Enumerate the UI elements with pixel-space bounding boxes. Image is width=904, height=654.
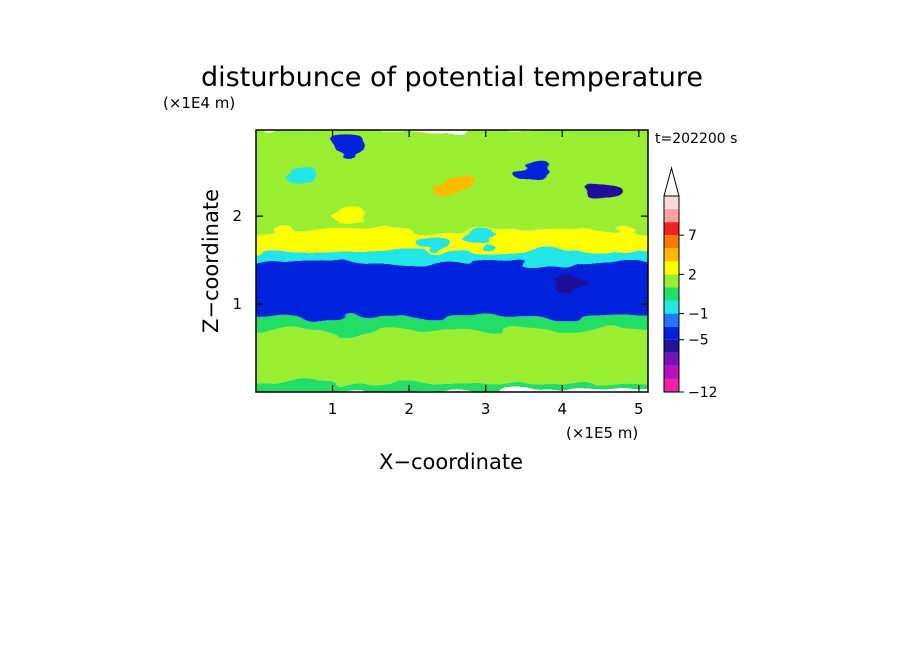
time-label: t=202200 s xyxy=(655,131,737,147)
colorbar-cell-9 xyxy=(664,261,679,275)
colorbar-cell-10 xyxy=(664,248,679,262)
y-unit-label: (×1E4 m) xyxy=(163,94,235,112)
x-tick-label: 2 xyxy=(404,400,414,418)
chart-title: disturbunce of potential temperature xyxy=(201,62,703,93)
heatmap-band-1 xyxy=(256,330,648,384)
colorbar-extension xyxy=(663,166,680,197)
y-axis-title: Z−coordinate xyxy=(199,189,223,333)
colorbar-tick-label: −12 xyxy=(688,385,718,401)
colorbar-cell-0 xyxy=(664,378,679,392)
heatmap-feature-0 xyxy=(437,177,474,194)
heatmap-band-0 xyxy=(256,383,648,392)
colorbar-cell-3 xyxy=(664,339,679,353)
colorbar-cell-14 xyxy=(664,196,679,210)
heatmap-band-2 xyxy=(256,317,648,331)
y-tick-label: 1 xyxy=(232,295,242,313)
plot-area xyxy=(256,130,648,392)
heatmap-field xyxy=(256,130,648,392)
heatmap-feature-4 xyxy=(329,137,366,154)
colorbar-tick-label: −5 xyxy=(688,333,709,349)
heatmap-feature-5 xyxy=(513,164,550,181)
x-tick-label: 4 xyxy=(557,400,567,418)
colorbar-cell-7 xyxy=(664,287,679,301)
heatmap-feature-1 xyxy=(329,203,366,220)
y-tick-label: 2 xyxy=(232,207,242,225)
heatmap-feature-6 xyxy=(582,181,619,198)
colorbar-cell-12 xyxy=(664,222,679,236)
colorbar-cell-11 xyxy=(664,235,679,249)
heatmap-feature-7 xyxy=(283,168,320,185)
heatmap-feature-3 xyxy=(460,230,497,247)
x-tick-label: 5 xyxy=(634,400,644,418)
x-axis-title: X−coordinate xyxy=(379,450,523,474)
axis-ticks: 1 2 3 4 5 1 2 xyxy=(232,130,648,418)
colorbar-tick-label: 7 xyxy=(688,228,697,244)
heatmap-band-5 xyxy=(256,229,648,252)
colorbar-cell-13 xyxy=(664,209,679,223)
colorbar-cell-6 xyxy=(664,300,679,314)
x-unit-label: (×1E5 m) xyxy=(566,424,638,442)
colorbar-cell-5 xyxy=(664,313,679,327)
colorbar-cell-8 xyxy=(664,274,679,288)
heatmap-feature-8 xyxy=(551,274,588,291)
colorbar-tick-label: 2 xyxy=(688,267,697,283)
heatmap-band-4 xyxy=(256,251,648,265)
heatmap-band-3 xyxy=(256,264,648,318)
heatmap-feature-2 xyxy=(414,234,451,251)
plot-frame xyxy=(255,129,649,393)
colorbar-cell-4 xyxy=(664,326,679,340)
colorbar-cell-1 xyxy=(664,365,679,379)
colorbar-cell-2 xyxy=(664,352,679,366)
x-tick-label: 3 xyxy=(481,400,491,418)
colorbar-tick-label: −1 xyxy=(688,307,709,323)
x-tick-label: 1 xyxy=(328,400,338,418)
colorbar: −12−5−127 xyxy=(663,166,718,401)
